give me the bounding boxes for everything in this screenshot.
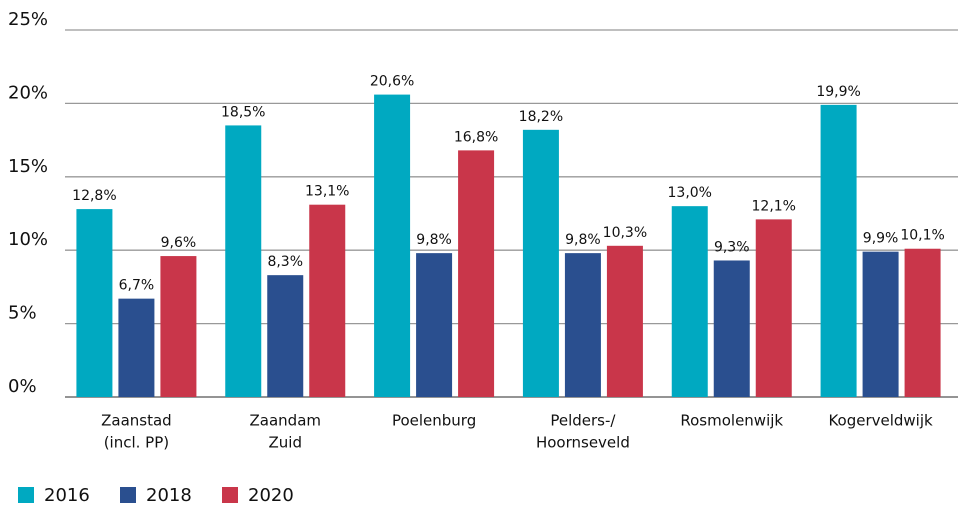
x-tick-label: Hoornseveld [536,434,630,452]
bar [374,94,411,397]
bar [755,219,792,397]
x-tick-label: Zuid [269,434,302,452]
value-label: 12,1% [752,198,796,214]
value-label: 9,8% [565,232,601,248]
value-label: 12,8% [72,188,116,204]
bar [820,104,857,398]
y-tick-label: 15% [8,156,48,177]
x-tick-label: Zaandam [250,412,322,430]
value-label: 19,9% [816,84,860,100]
bar [267,275,304,397]
bar [309,204,346,397]
value-label: 20,6% [370,74,414,90]
y-tick-label: 25% [8,9,48,30]
bar [713,260,750,397]
x-tick-label: (incl. PP) [104,434,169,452]
x-tick-label: Rosmolenwijk [680,412,783,430]
bar [225,125,262,398]
value-label: 18,2% [519,109,563,125]
bar [904,248,941,397]
value-label: 10,3% [603,225,647,241]
value-label: 9,3% [714,239,750,255]
value-label: 13,1% [305,184,349,200]
x-tick-label: Zaanstad [101,412,172,430]
bar [522,129,559,397]
y-tick-label: 10% [8,229,48,250]
legend-swatch [222,487,238,503]
value-label: 9,9% [863,231,899,247]
legend-label: 2020 [248,485,294,506]
value-label: 10,1% [900,228,944,244]
legend-label: 2016 [44,485,90,506]
bar [564,253,601,397]
bar [118,298,155,397]
value-label: 9,8% [416,232,452,248]
bar [862,251,899,397]
value-label: 18,5% [221,104,265,120]
bar [416,253,453,397]
y-tick-label: 5% [8,303,37,324]
y-tick-label: 20% [8,82,48,103]
x-tick-label: Poelenburg [392,412,476,430]
x-tick-label: Pelders-/ [550,412,616,430]
bar [606,245,643,397]
value-label: 9,6% [161,235,197,251]
x-tick-label: Kogerveldwijk [828,412,933,430]
bar [458,150,495,397]
bar [76,209,113,397]
value-label: 16,8% [454,129,498,145]
value-label: 13,0% [668,185,712,201]
bar [671,206,708,397]
y-tick-label: 0% [8,376,37,397]
bar [160,256,197,397]
legend-swatch [18,487,34,503]
legend-label: 2018 [146,485,192,506]
legend-swatch [120,487,136,503]
value-label: 6,7% [119,278,155,294]
value-label: 8,3% [267,254,303,270]
